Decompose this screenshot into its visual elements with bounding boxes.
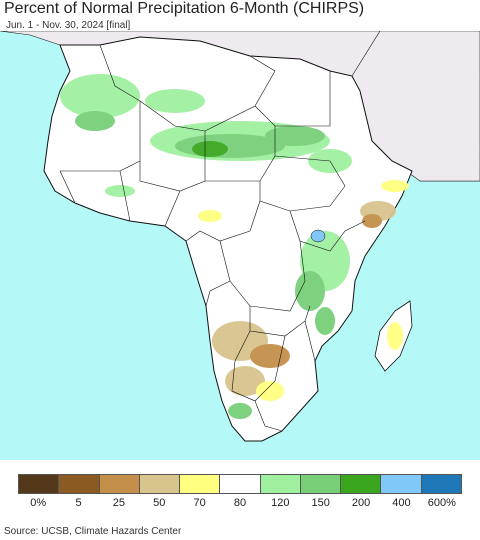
legend-tick-label: 120 — [271, 497, 290, 509]
legend-swatch — [260, 475, 301, 493]
legend-swatch — [300, 475, 342, 493]
legend-colorbar — [18, 474, 462, 494]
legend-tick-label: 0% — [30, 497, 47, 509]
page-subtitle: Jun. 1 - Nov. 30, 2024 [final] — [6, 20, 131, 31]
legend-swatch — [59, 475, 100, 493]
source-credit: Source: UCSB, Climate Hazards Center — [4, 526, 182, 537]
legend-tick-label: 5 — [75, 497, 82, 509]
legend-tick-label: 400 — [392, 497, 411, 509]
legend-tick-label: 600% — [427, 497, 456, 509]
legend-tick-label: 150 — [311, 497, 330, 509]
legend-swatch — [341, 475, 382, 493]
legend-swatch — [421, 475, 461, 493]
legend-swatch — [180, 475, 221, 493]
legend-swatch — [19, 475, 60, 493]
legend-swatch — [99, 475, 140, 493]
lake-victoria — [310, 229, 326, 243]
country-borders — [59, 44, 366, 432]
legend-tick-label: 200 — [351, 497, 371, 509]
page-title: Percent of Normal Precipitation 6-Month … — [4, 0, 365, 17]
legend-tick-label: 80 — [233, 497, 247, 509]
legend-tick-label: 50 — [153, 497, 166, 509]
legend-tick-label: 25 — [112, 497, 126, 509]
legend-swatch — [220, 475, 261, 493]
legend-swatch — [139, 475, 181, 493]
legend-tick-label: 70 — [193, 497, 206, 509]
africa-map — [0, 31, 480, 460]
legend-swatch — [381, 475, 422, 493]
